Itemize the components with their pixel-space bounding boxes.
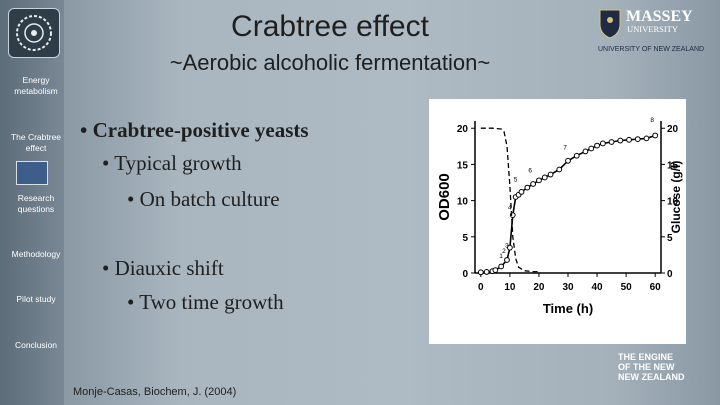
sidebar-item-conclusion[interactable]: Conclusion [0, 340, 72, 351]
yeast-thumbnail-icon [16, 161, 48, 185]
bullet-text: Diauxic shift [114, 256, 224, 280]
series-od600-point [594, 142, 600, 149]
series-od600-point [541, 174, 548, 181]
series-glucose-line [480, 127, 539, 273]
series-od600-point [643, 135, 650, 142]
slide-subtitle: ~Aerobic alcoholic fermentation~ [169, 50, 491, 75]
bullet-level3: • Two time growth [127, 290, 284, 314]
bullet-text: Two time growth [139, 290, 284, 314]
sidebar-item-energy-metabolism[interactable]: Energy metabolism [0, 75, 72, 97]
y-tick-label: 10 [457, 197, 469, 208]
x-tick-label: 10 [504, 282, 516, 293]
sidebar-item-label: Research questions [17, 193, 55, 214]
sidebar-item-research-questions[interactable]: Research questions [0, 193, 72, 215]
series-od600-point [477, 269, 484, 276]
sidebar-item-methodology[interactable]: Methodology [0, 249, 72, 260]
y2-tick-label: 0 [667, 269, 673, 280]
series-od600-point [483, 269, 490, 275]
series-od600-point [565, 157, 571, 164]
series-od600-point [634, 136, 641, 142]
series-od600-point [573, 152, 580, 159]
chart-annotation: 5 [514, 176, 518, 183]
massey-tagline: UNIVERSITY OF NEW ZEALAND [598, 46, 704, 53]
y-tick-label: 0 [462, 269, 468, 280]
y2-tick-label: 20 [667, 124, 679, 135]
y-axis-label: OD600 [436, 173, 453, 221]
bullet-level3: • On batch culture [127, 187, 280, 211]
y2-tick-label: 5 [667, 233, 673, 244]
sidebar-item-crabtree-effect[interactable]: The Crabtree effect [0, 132, 72, 154]
series-od600-point [536, 177, 542, 184]
sidebar-item-label: The Crabtree effect [10, 132, 62, 153]
growth-chart: 0 5 10 15 20 0 5 10 15 20 0 10 20 30 40 50 60 Time (h) OD6… [429, 99, 686, 344]
y2-tick-label: 10 [667, 197, 679, 208]
chart-annotation: 3 [505, 242, 509, 249]
bullet-level2: • Diauxic shift [102, 256, 224, 280]
engine-line: THE ENGINE [618, 352, 674, 362]
bullet-text: Crabtree-positive yeasts [92, 118, 309, 142]
y-tick-label: 20 [457, 124, 469, 135]
slide-title: Crabtree effect [231, 10, 429, 43]
bullet-level2: • Typical growth [102, 151, 242, 175]
x-tick-label: 30 [562, 282, 574, 293]
bullet-level1: • Crabtree-positive yeasts [80, 118, 309, 142]
crest-icon [599, 9, 621, 39]
series-od600-point [556, 166, 563, 173]
series-od600-point [588, 145, 595, 152]
y2-tick-label: 15 [667, 160, 679, 171]
engine-line: NEW ZEALAND [618, 372, 685, 382]
x-tick-label: 60 [650, 282, 662, 293]
massey-name: MASSEY [626, 8, 693, 25]
x-axis-label: Time (h) [543, 301, 593, 316]
sidebar-item-label: Energy metabolism [14, 75, 58, 96]
series-od600-point [608, 139, 615, 145]
series-od600-point [626, 136, 632, 143]
series-od600-point [506, 244, 513, 251]
series-od600-point [518, 189, 525, 195]
series-od600-point [504, 257, 510, 263]
series-od600-point [599, 140, 606, 147]
massey-logo: MASSEY UNIVERSITY UNIVERSITY OF NEW ZEAL… [596, 4, 718, 54]
series-od600-point [492, 267, 499, 274]
sidebar-item-label: Methodology [11, 249, 61, 259]
series-od600-point [617, 137, 624, 144]
sidebar-item-pilot-study[interactable]: Pilot study [0, 294, 72, 305]
chart-annotation: 2 [502, 248, 506, 255]
chart-annotation: 6 [528, 168, 532, 175]
sidebar: Energy metabolism The Crabtree effect Re… [0, 0, 64, 405]
sidebar-item-label: Conclusion [14, 340, 58, 350]
x-tick-label: 20 [533, 282, 545, 293]
series-od600-point [524, 184, 531, 191]
citation: Monje-Casas, Biochem, J. (2004) [73, 386, 237, 398]
series-od600-point [547, 171, 554, 178]
series-od600-point [652, 132, 659, 139]
x-tick-label: 50 [621, 282, 633, 293]
x-tick-label: 0 [478, 282, 484, 293]
engine-line: OF THE NEW [618, 362, 675, 372]
chart-annotation: 8 [650, 117, 654, 124]
massey-word: UNIVERSITY [627, 24, 678, 34]
chart-annotation: 4 [508, 205, 512, 212]
series-od600-point [530, 181, 537, 187]
bullet-text: On batch culture [139, 187, 280, 211]
series-od600-point [582, 148, 589, 155]
bullet-text: Typical growth [114, 151, 242, 175]
y-tick-label: 5 [462, 233, 468, 244]
chart-annotation: 7 [563, 145, 567, 152]
sidebar-item-label: Pilot study [16, 294, 56, 304]
series-od600-point [498, 263, 505, 270]
series-od600-line [480, 134, 656, 274]
y-tick-label: 15 [457, 160, 469, 171]
chart-annotation: 1 [499, 253, 503, 260]
x-tick-label: 40 [592, 282, 604, 293]
y2-axis-label: Glucose (g/l) [669, 161, 683, 234]
research-logo-icon [8, 8, 60, 58]
engine-tagline: THE ENGINE OF THE NEW NEW ZEALAND [618, 352, 708, 382]
